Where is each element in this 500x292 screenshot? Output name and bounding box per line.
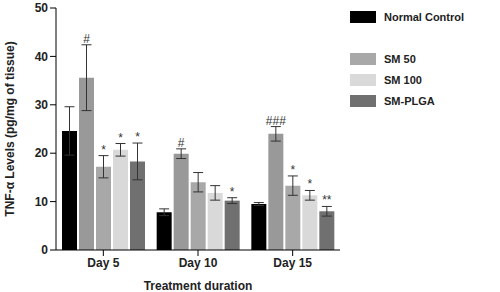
svg-text:Day 10: Day 10 (179, 256, 218, 270)
html-text:SM 50: SM 50 (384, 52, 416, 65)
svg-text:Day 15: Day 15 (273, 256, 312, 270)
svg-text:*: * (118, 131, 123, 145)
html-text:SM 100: SM 100 (384, 73, 422, 86)
svg-text:###: ### (266, 114, 286, 128)
html-text:Normal Control: Normal Control (384, 10, 465, 23)
svg-text:Day 5: Day 5 (87, 256, 119, 270)
svg-text:**: ** (322, 193, 332, 207)
svg-text:50: 50 (35, 1, 49, 15)
svg-text:*: * (101, 143, 106, 157)
html-text:SM-PLGA: SM-PLGA (384, 94, 435, 107)
svg-text:*: * (307, 177, 312, 191)
svg-text:10: 10 (35, 195, 49, 209)
svg-text:40: 40 (35, 50, 49, 64)
svg-text:30: 30 (35, 98, 49, 112)
svg-text:TNF-α Levels (pg/mg of tissue): TNF-α Levels (pg/mg of tissue) (8, 41, 17, 216)
svg-text:*: * (135, 130, 140, 144)
svg-text:0: 0 (41, 243, 48, 257)
svg-text:20: 20 (35, 146, 49, 160)
svg-text:Treatment duration: Treatment duration (144, 279, 253, 292)
svg-text:*: * (290, 163, 295, 177)
svg-text:#: # (83, 32, 90, 46)
svg-text:*: * (230, 185, 235, 199)
svg-text:#: # (178, 136, 185, 150)
